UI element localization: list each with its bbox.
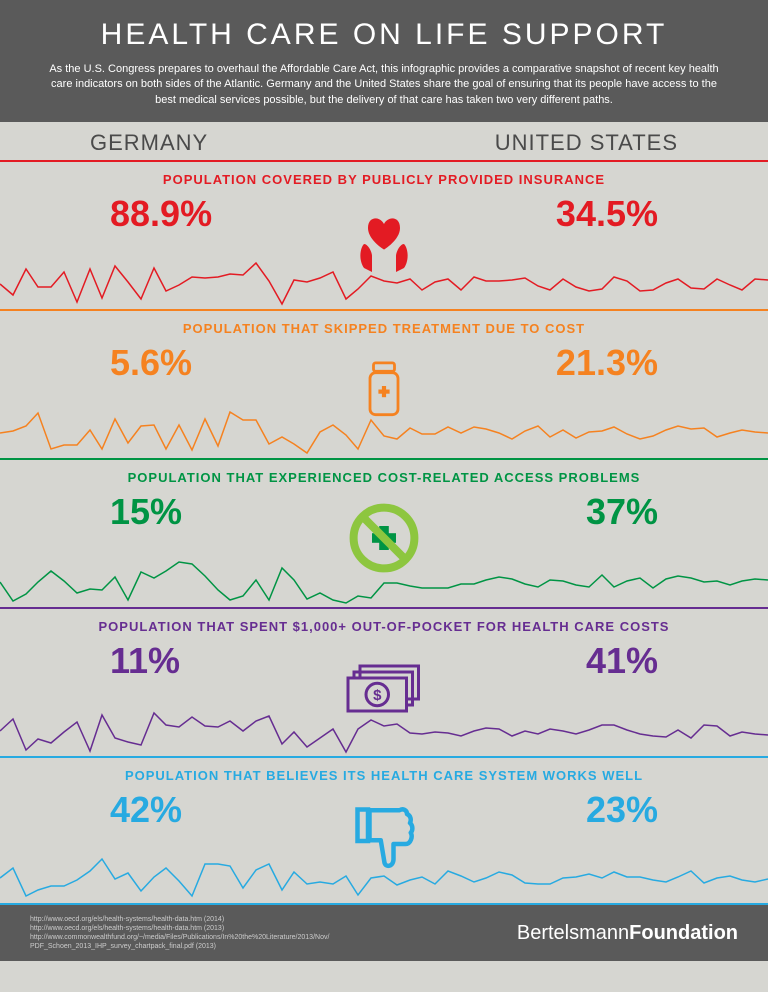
source-line: http://www.oecd.org/els/health-systems/h… xyxy=(30,924,329,933)
section-title: POPULATION THAT SKIPPED TREATMENT DUE TO… xyxy=(0,311,768,336)
stat-right: 34.5% xyxy=(556,193,658,235)
svg-text:$: $ xyxy=(373,687,382,704)
stat-left: 11% xyxy=(110,640,180,682)
ekg-line xyxy=(0,853,768,903)
metric-section: POPULATION THAT EXPERIENCED COST-RELATED… xyxy=(0,458,768,607)
section-title: POPULATION THAT SPENT $1,000+ OUT-OF-POC… xyxy=(0,609,768,634)
metric-section: POPULATION COVERED BY PUBLICLY PROVIDED … xyxy=(0,160,768,309)
footer-sources: http://www.oecd.org/els/health-systems/h… xyxy=(30,915,329,951)
stat-left: 42% xyxy=(110,789,182,831)
metric-section: POPULATION THAT SKIPPED TREATMENT DUE TO… xyxy=(0,309,768,458)
metric-section: POPULATION THAT BELIEVES ITS HEALTH CARE… xyxy=(0,756,768,905)
page-title: HEALTH CARE ON LIFE SUPPORT xyxy=(30,18,738,52)
stat-right: 37% xyxy=(586,491,658,533)
source-line: http://www.commonwealthfund.org/~/media/… xyxy=(30,933,329,942)
country-labels: GERMANY UNITED STATES xyxy=(0,122,768,160)
footer-logo: BertelsmannFoundation xyxy=(517,922,738,945)
metric-section: POPULATION THAT SPENT $1,000+ OUT-OF-POC… xyxy=(0,607,768,756)
stat-right: 21.3% xyxy=(556,342,658,384)
stat-right: 23% xyxy=(586,789,658,831)
stat-left: 88.9% xyxy=(110,193,212,235)
country-left: GERMANY xyxy=(90,130,208,156)
stat-left: 5.6% xyxy=(110,342,192,384)
source-line: http://www.oecd.org/els/health-systems/h… xyxy=(30,915,329,924)
section-title: POPULATION THAT EXPERIENCED COST-RELATED… xyxy=(0,460,768,485)
section-title: POPULATION COVERED BY PUBLICLY PROVIDED … xyxy=(0,162,768,187)
header: HEALTH CARE ON LIFE SUPPORT As the U.S. … xyxy=(0,0,768,122)
stat-right: 41% xyxy=(586,640,658,682)
subtitle: As the U.S. Congress prepares to overhau… xyxy=(44,62,724,108)
stat-left: 15% xyxy=(110,491,182,533)
section-title: POPULATION THAT BELIEVES ITS HEALTH CARE… xyxy=(0,758,768,783)
ekg-line xyxy=(0,259,768,309)
ekg-line xyxy=(0,706,768,756)
ekg-line xyxy=(0,408,768,458)
ekg-line xyxy=(0,557,768,607)
source-line: PDF_Schoen_2013_IHP_survey_chartpack_fin… xyxy=(30,942,329,951)
footer: http://www.oecd.org/els/health-systems/h… xyxy=(0,905,768,961)
country-right: UNITED STATES xyxy=(495,130,678,156)
